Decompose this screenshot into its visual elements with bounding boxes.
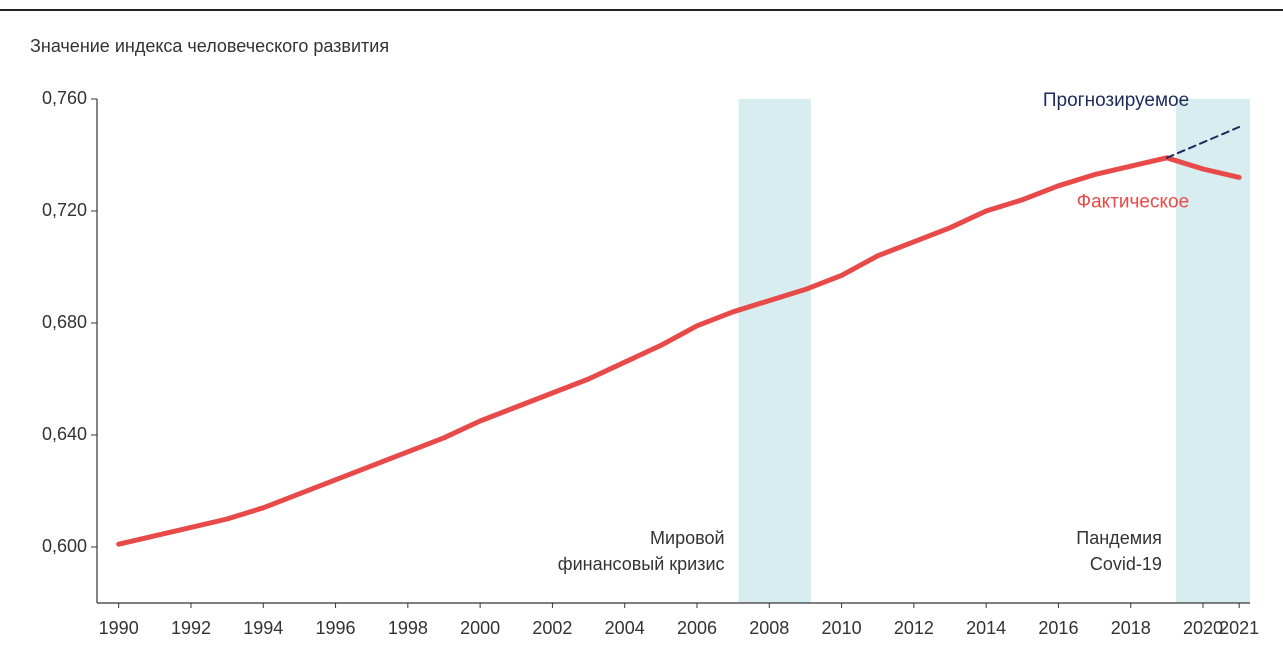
shaded-band <box>1175 99 1250 603</box>
y-axis-label: Значение индекса человеческого развития <box>30 36 389 56</box>
x-tick-label: 2008 <box>749 618 789 638</box>
x-tick-label: 2021 <box>1219 618 1259 638</box>
x-tick-label: 2012 <box>894 618 934 638</box>
x-tick-label: 2016 <box>1038 618 1078 638</box>
x-tick-label: 2018 <box>1111 618 1151 638</box>
y-tick-label: 0,720 <box>42 200 87 220</box>
band-annotation: финансовый кризис <box>558 554 725 574</box>
x-tick-label: 2010 <box>822 618 862 638</box>
x-tick-label: 1998 <box>388 618 428 638</box>
band-annotation: Covid-19 <box>1090 554 1162 574</box>
y-tick-label: 0,600 <box>42 536 87 556</box>
band-annotation: Пандемия <box>1076 528 1162 548</box>
series-label: Прогнозируемое <box>1043 90 1189 111</box>
x-tick-label: 2020 <box>1183 618 1223 638</box>
x-tick-label: 2006 <box>677 618 717 638</box>
series-line <box>116 155 1242 547</box>
y-tick-label: 0,640 <box>42 424 87 444</box>
x-tick-label: 1990 <box>99 618 139 638</box>
shaded-band <box>738 99 811 603</box>
x-tick-label: 2000 <box>460 618 500 638</box>
x-tick-label: 2004 <box>605 618 645 638</box>
x-tick-label: 2002 <box>532 618 572 638</box>
x-tick-label: 1996 <box>316 618 356 638</box>
series-line <box>1165 126 1241 159</box>
band-annotation: Мировой <box>650 528 725 548</box>
series-label: Фактическое <box>1077 191 1189 212</box>
y-tick-label: 0,760 <box>42 88 87 108</box>
x-tick-label: 2014 <box>966 618 1006 638</box>
x-tick-label: 1994 <box>243 618 283 638</box>
x-tick-label: 1992 <box>171 618 211 638</box>
y-tick-label: 0,680 <box>42 312 87 332</box>
